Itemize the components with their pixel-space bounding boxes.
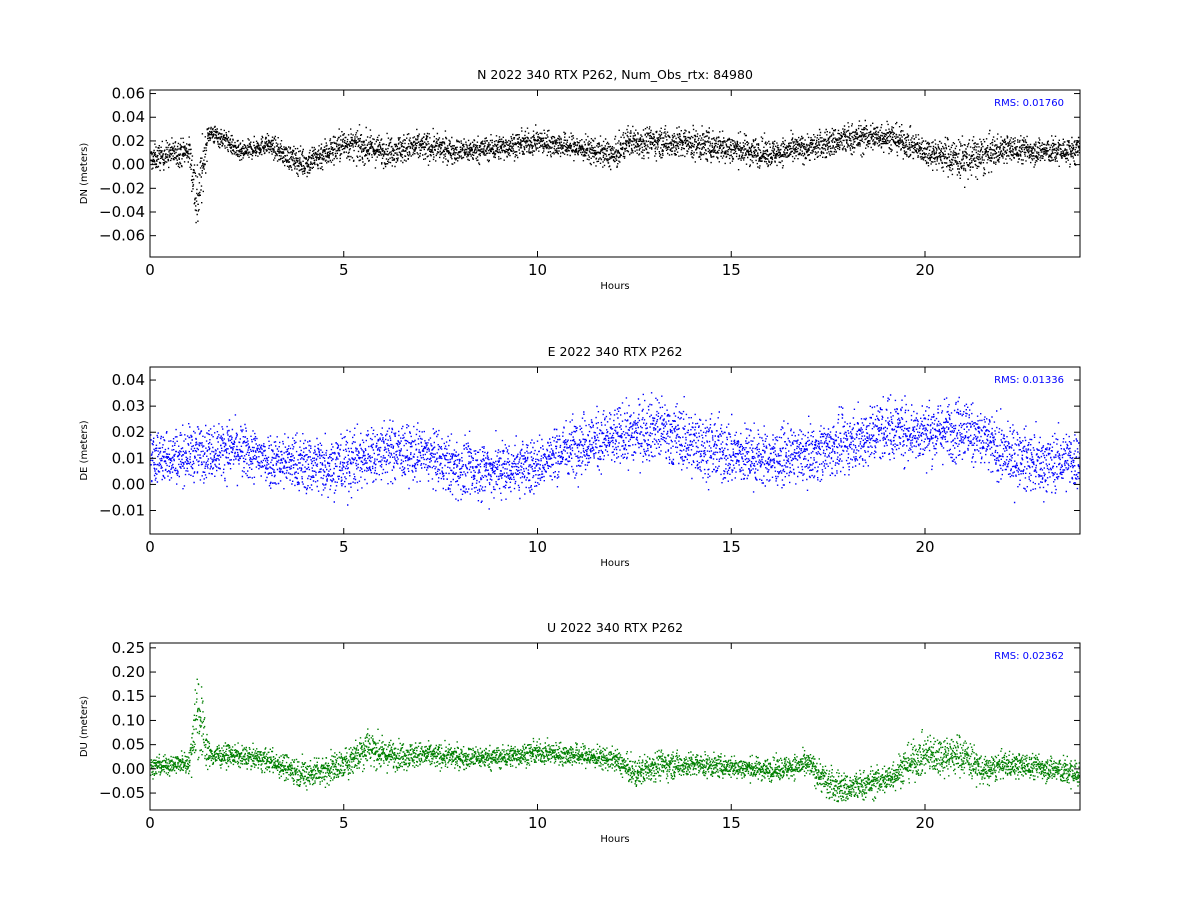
axes-frame-north xyxy=(149,89,1081,258)
data-points-north xyxy=(150,119,1080,224)
rms-annotation-north: RMS: 0.01760 xyxy=(994,98,1064,109)
x-tick-label: 15 xyxy=(722,814,741,832)
y-tick-label: −0.06 xyxy=(99,227,145,245)
x-axis-label-east: Hours xyxy=(600,558,629,569)
x-tick-label: 15 xyxy=(722,538,741,556)
y-tick-label: −0.01 xyxy=(99,502,145,520)
x-tick-label: 20 xyxy=(915,538,934,556)
x-tick-label: 20 xyxy=(915,261,934,279)
rms-annotation-up: RMS: 0.02362 xyxy=(994,651,1064,662)
axes-frame-up xyxy=(149,642,1081,811)
y-tick-label: 0.20 xyxy=(112,663,145,681)
y-tick-label: 0.15 xyxy=(112,687,145,705)
chart-title-north: N 2022 340 RTX P262, Num_Obs_rtx: 84980 xyxy=(477,67,753,82)
x-tick-label: 0 xyxy=(145,814,155,832)
y-tick-label: 0.03 xyxy=(112,397,145,415)
panel-up: 0 5 10 15 20 −0.05 0.00 0.05 0.10 0.15 0.20 0.25 U 2… xyxy=(79,620,1081,845)
x-tick-label: 10 xyxy=(528,814,547,832)
y-axis-label-up: DU (meters) xyxy=(79,696,90,757)
x-axis-label-north: Hours xyxy=(600,281,629,292)
y-tick-label: 0.00 xyxy=(112,156,145,174)
y-tick-label: 0.04 xyxy=(112,108,145,126)
data-series-north xyxy=(150,119,1080,224)
y-tick-label: 0.01 xyxy=(112,449,145,467)
y-tick-label: −0.04 xyxy=(99,203,145,221)
y-tick-label: −0.05 xyxy=(99,784,145,802)
y-tick-label: 0.06 xyxy=(112,85,145,103)
chart-title-east: E 2022 340 RTX P262 xyxy=(548,344,683,359)
x-tick-label: 0 xyxy=(145,538,155,556)
y-tick-label: 0.02 xyxy=(112,132,145,150)
y-tick-label: 0.00 xyxy=(112,475,145,493)
y-axis-label-north: DN (meters) xyxy=(79,143,90,205)
y-axis-label-east: DE (meters) xyxy=(79,420,90,480)
x-tick-label: 10 xyxy=(528,261,547,279)
x-tick-label: 20 xyxy=(915,814,934,832)
y-tick-label: −0.02 xyxy=(99,179,145,197)
x-tick-label: 0 xyxy=(145,261,155,279)
data-points-up xyxy=(150,678,1080,803)
y-tick-label: 0.05 xyxy=(112,736,145,754)
x-tick-label: 5 xyxy=(339,261,349,279)
panel-east: 0 5 10 15 20 −0.01 0.00 0.01 0.02 0.03 0.04 E 2022 … xyxy=(79,344,1081,569)
x-tick-label: 5 xyxy=(339,814,349,832)
y-tick-label: 0.25 xyxy=(112,639,145,657)
y-tick-label: 0.00 xyxy=(112,760,145,778)
panel-north: 0 5 10 15 20 −0.06 −0.04 −0.02 0.00 0.02 0.04 0.06 N… xyxy=(79,67,1081,292)
y-tick-label: 0.02 xyxy=(112,423,145,441)
data-series-up xyxy=(150,678,1080,803)
y-tick-label: 0.04 xyxy=(112,371,145,389)
data-points-east xyxy=(150,392,1080,510)
y-tick-label: 0.10 xyxy=(112,711,145,729)
x-tick-label: 15 xyxy=(722,261,741,279)
rms-annotation-east: RMS: 0.01336 xyxy=(994,375,1064,386)
x-tick-label: 10 xyxy=(528,538,547,556)
axes-frame-east xyxy=(149,366,1081,535)
chart-title-up: U 2022 340 RTX P262 xyxy=(547,620,683,635)
x-axis-label-up: Hours xyxy=(600,834,629,845)
data-series-east xyxy=(150,392,1080,510)
x-tick-label: 5 xyxy=(339,538,349,556)
